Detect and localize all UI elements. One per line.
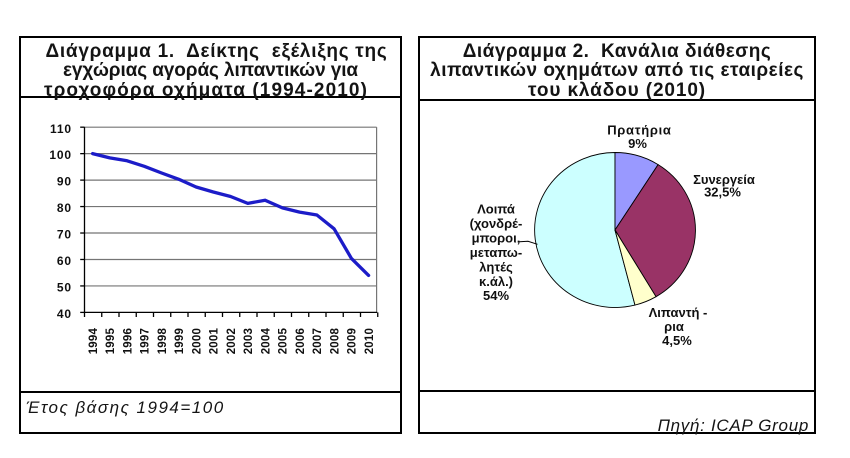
svg-text:90: 90 — [57, 175, 72, 189]
svg-text:(χονδρέ-: (χονδρέ- — [470, 216, 523, 231]
svg-text:1999: 1999 — [174, 328, 186, 354]
svg-text:2007: 2007 — [312, 328, 324, 354]
svg-text:κ.άλ.): κ.άλ.) — [479, 274, 513, 289]
svg-text:2005: 2005 — [278, 328, 290, 355]
svg-text:60: 60 — [57, 254, 72, 268]
svg-text:2006: 2006 — [295, 328, 307, 354]
svg-text:4,5%: 4,5% — [662, 333, 692, 348]
svg-text:32,5%: 32,5% — [704, 185, 741, 200]
svg-text:1994: 1994 — [88, 328, 100, 355]
svg-text:1995: 1995 — [105, 328, 117, 355]
svg-text:μεταπω-: μεταπω- — [470, 245, 522, 260]
svg-text:2000: 2000 — [191, 328, 203, 354]
svg-text:Λιπαντή -: Λιπαντή - — [649, 305, 708, 320]
svg-text:2004: 2004 — [260, 328, 272, 355]
svg-text:1997: 1997 — [140, 328, 152, 354]
svg-text:Λοιπά: Λοιπά — [477, 202, 515, 217]
svg-text:λητές: λητές — [479, 259, 513, 274]
svg-text:Πρατήρια: Πρατήρια — [607, 123, 671, 138]
svg-text:50: 50 — [57, 281, 72, 295]
svg-text:100: 100 — [49, 148, 71, 162]
svg-text:2010: 2010 — [364, 328, 376, 354]
svg-text:110: 110 — [50, 122, 72, 136]
svg-text:2002: 2002 — [226, 328, 238, 354]
svg-text:70: 70 — [57, 228, 72, 242]
svg-text:2001: 2001 — [209, 328, 221, 355]
svg-text:1996: 1996 — [122, 328, 134, 354]
svg-text:2003: 2003 — [243, 328, 255, 354]
svg-text:54%: 54% — [483, 288, 509, 303]
svg-text:Συνεργεία: Συνεργεία — [693, 172, 755, 187]
svg-text:1998: 1998 — [157, 328, 169, 355]
svg-text:ρια: ρια — [664, 319, 684, 334]
svg-text:9%: 9% — [628, 136, 647, 151]
svg-text:40: 40 — [57, 307, 72, 321]
svg-text:μποροι,: μποροι, — [472, 230, 521, 245]
svg-text:80: 80 — [57, 201, 72, 215]
svg-text:2008: 2008 — [329, 328, 341, 355]
svg-text:2009: 2009 — [347, 328, 359, 354]
